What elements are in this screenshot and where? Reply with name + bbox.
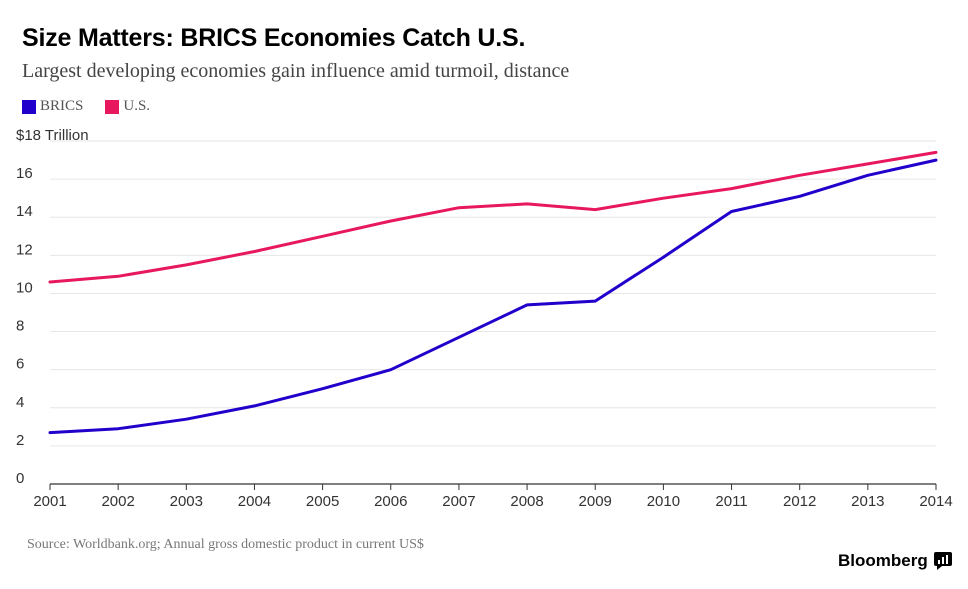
x-tick-label-2006: 2006 (374, 493, 407, 510)
x-tick-label-2007: 2007 (442, 493, 475, 510)
y-tick-label-9: $18 Trillion (16, 127, 89, 144)
brand-logo: Bloomberg (838, 551, 952, 571)
source-note: Source: Worldbank.org; Annual gross dome… (27, 537, 424, 552)
y-tick-label-0: 0 (16, 470, 24, 487)
legend: BRICS U.S. (22, 98, 172, 115)
x-tick-label-2014: 2014 (919, 493, 952, 510)
x-tick-label-2001: 2001 (33, 493, 66, 510)
y-tick-label-6: 12 (16, 241, 33, 258)
chart-title: Size Matters: BRICS Economies Catch U.S. (22, 24, 526, 52)
y-tick-label-2: 4 (16, 394, 24, 411)
legend-item-brics: BRICS (22, 98, 83, 115)
x-tick-label-2013: 2013 (851, 493, 884, 510)
x-tick-label-2002: 2002 (101, 493, 134, 510)
brics-line (48, 158, 938, 435)
y-tick-label-4: 8 (16, 318, 24, 335)
x-tick-label-2010: 2010 (647, 493, 680, 510)
x-tick-label-2008: 2008 (510, 493, 543, 510)
x-tick-label-2005: 2005 (306, 493, 339, 510)
x-tick-label-2009: 2009 (579, 493, 612, 510)
chart-subtitle: Largest developing economies gain influe… (22, 60, 570, 82)
legend-swatch-brics (22, 99, 36, 114)
x-tick-label-2012: 2012 (783, 493, 816, 510)
x-tick-label-2011: 2011 (715, 493, 747, 510)
x-tick-label-2004: 2004 (238, 493, 271, 510)
y-tick-label-5: 10 (16, 279, 33, 296)
legend-item-us: U.S. (105, 98, 150, 115)
legend-label-us: U.S. (123, 98, 151, 114)
legend-swatch-us (105, 99, 120, 114)
y-tick-label-1: 2 (16, 432, 24, 449)
y-tick-label-7: 14 (16, 203, 33, 220)
y-tick-label-3: 6 (16, 356, 24, 373)
brand-name: Bloomberg (838, 551, 928, 570)
legend-label-brics: BRICS (40, 98, 84, 114)
us-line (48, 150, 938, 284)
x-tick-label-2003: 2003 (170, 493, 203, 510)
bloomberg-chart-icon (933, 552, 952, 570)
y-tick-label-8: 16 (16, 165, 33, 182)
